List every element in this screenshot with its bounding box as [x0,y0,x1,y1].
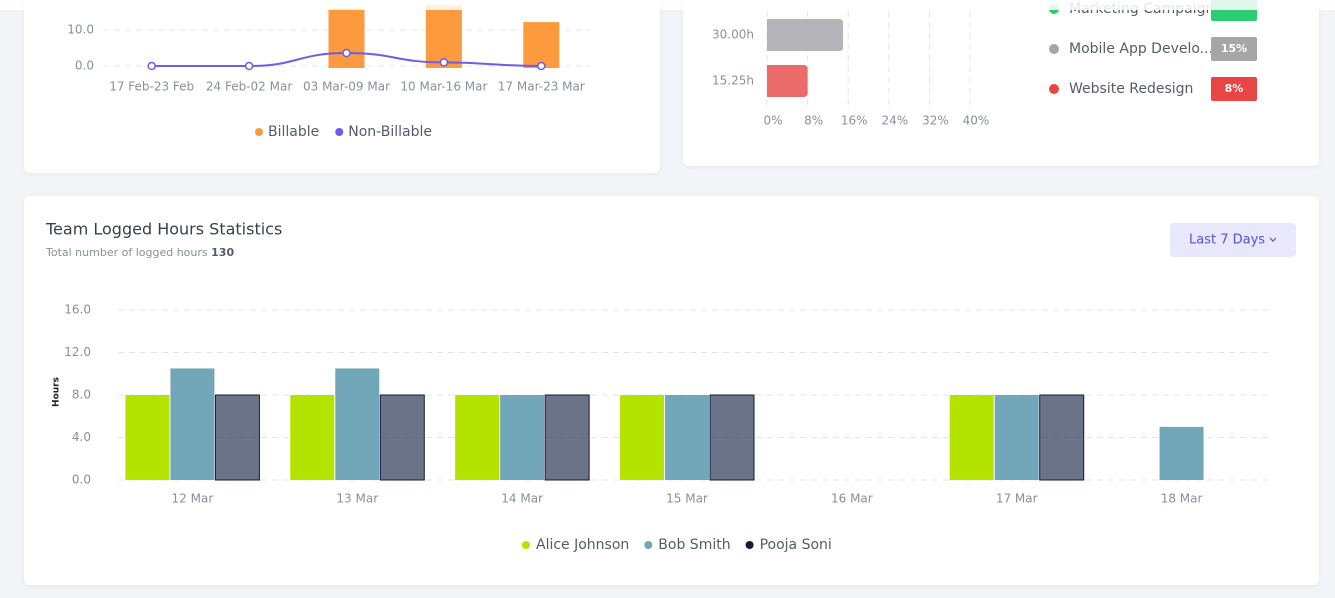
badge-label: 8% [1225,82,1244,95]
x-tick-label: 16% [841,114,868,128]
bar [949,395,994,480]
legend-label: Billable [268,124,319,140]
legend-label: Website Redesign [1069,81,1193,97]
point [147,61,156,71]
bar [767,65,808,97]
bar [523,22,560,68]
y-tick-label: 4.0 [72,430,91,444]
point [439,58,449,67]
x-tick-label: 0% [763,114,782,128]
x-tick-label: 14 Mar [501,492,543,506]
bar [665,395,709,480]
total: 130 [211,246,234,259]
x-tick-label: 18 Mar [1161,492,1203,506]
y-tick-label: 0.0 [72,473,91,487]
legend-marker [1049,44,1059,54]
y-tick-label: 30.00h [712,28,754,42]
x-tick-label: 16 Mar [831,492,873,506]
bar [214,394,260,481]
badge [1211,37,1257,61]
bar [620,395,664,480]
x-tick-label: 8% [804,114,823,128]
y-tick-label: 15.25h [712,74,754,88]
legend-label: Mobile App Develo... [1069,41,1213,57]
bar [328,8,365,68]
y-tick-label: 12.0 [64,345,91,359]
subtitle: Total number of logged hours [45,246,208,259]
legend-label: Non-Billable [348,124,432,140]
badge [1211,77,1257,101]
bar [455,395,500,480]
bar [500,395,545,480]
legend-marker [522,541,530,549]
header-edge [0,0,1335,10]
bar [170,368,215,480]
x-tick-label: 03 Mar-09 Mar [303,80,390,94]
legend-marker [745,541,754,549]
legend-marker [335,128,344,136]
x-tick-label: 32% [922,114,949,128]
bar [335,368,380,480]
x-tick-label: 15 Mar [666,492,708,506]
badge-label: 15% [1221,42,1247,55]
bar [544,394,590,481]
bar [767,19,844,51]
x-tick-label: 17 Mar [996,492,1038,506]
legend-marker [255,128,263,136]
filter-label[interactable]: Last 7 Days [1189,233,1265,248]
x-tick-label: 10 Mar-16 Mar [400,80,487,94]
bar [425,4,462,69]
legend-marker [644,541,653,549]
point [342,48,351,58]
bar [994,395,1039,480]
x-tick-label: 13 Mar [336,492,378,506]
bar [379,394,425,481]
x-tick-label: 12 Mar [172,492,214,506]
x-tick-label: 17 Mar-23 Mar [498,80,585,94]
bar [1159,426,1204,480]
point [537,61,546,71]
card-subtitle: Total number of logged hours 130 [45,246,234,259]
bar [290,395,335,480]
bar [125,395,170,480]
card [24,0,660,173]
legend-marker [1049,84,1059,94]
x-tick-label: 17 Feb-23 Feb [109,80,194,94]
card [24,196,1319,585]
y-tick-label: 16.0 [64,303,91,317]
point [244,61,254,71]
y-tick-label: 0.0 [75,59,94,73]
bar [709,394,755,481]
chevron[interactable] [1269,237,1277,242]
y-axis-label: Hours [52,377,62,407]
legend-label: Bob Smith [658,537,730,553]
legend-label: Alice Johnson [536,537,629,553]
legend-label: Pooja Soni [760,537,832,553]
x-tick-label: 40% [963,114,990,128]
bar [1039,394,1085,481]
x-tick-label: 24 Feb-02 Mar [206,80,292,94]
y-tick-label: 10.0 [67,23,94,37]
x-tick-label: 24% [881,114,908,128]
card-title: Team Logged Hours Statistics [45,220,282,239]
y-tick-label: 8.0 [72,388,91,402]
filter-button[interactable] [1170,223,1296,257]
